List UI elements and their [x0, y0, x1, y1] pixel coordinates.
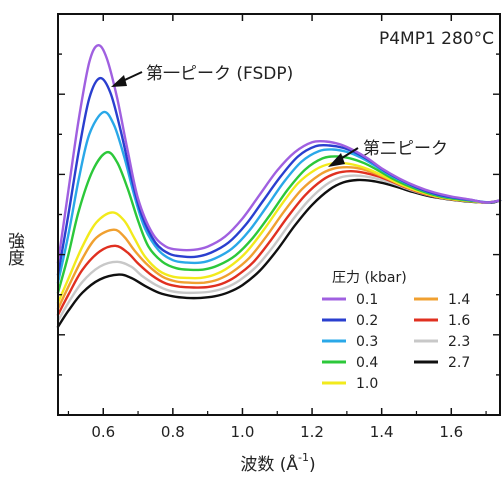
ticks-layer: 0.6 0.8 1.0 1.2 1.4 1.6 — [58, 14, 500, 441]
annotation-fsdp-label: 第一ピーク (FSDP) — [146, 64, 293, 84]
legend-label-1.6: 1.6 — [448, 313, 470, 329]
series-layer — [56, 44, 502, 328]
legend-label-0.3: 0.3 — [356, 334, 378, 350]
plot-frame — [57, 13, 501, 416]
x-axis-label-main: 波数 (Å — [240, 453, 298, 475]
series-line-0.1 — [56, 44, 502, 264]
legend: 圧力 (kbar) 0.1 0.2 0.3 0.4 1.0 1.4 1.6 2.3 2.7 — [322, 270, 470, 392]
x-tick-label-0.8: 0.8 — [161, 423, 185, 441]
legend-title: 圧力 (kbar) — [332, 270, 407, 286]
x-axis-label-close: ) — [309, 455, 316, 475]
x-axis-label: 波数 (Å-1) — [240, 451, 315, 475]
x-tick-label-1.6: 1.6 — [439, 423, 463, 441]
annotation-second-peak: 第二ピーク — [328, 139, 448, 167]
x-tick-label-1.4: 1.4 — [370, 423, 394, 441]
legend-label-0.2: 0.2 — [356, 313, 378, 329]
x-tick-label-1.0: 1.0 — [231, 423, 255, 441]
legend-label-2.7: 2.7 — [448, 355, 470, 371]
legend-label-0.4: 0.4 — [356, 355, 378, 371]
chart-title: P4MP1 280°C — [379, 29, 494, 49]
x-tick-label-0.6: 0.6 — [91, 423, 115, 441]
annotation-fsdp: 第一ピーク (FSDP) — [111, 64, 293, 87]
legend-label-1.4: 1.4 — [448, 292, 470, 308]
legend-label-2.3: 2.3 — [448, 334, 470, 350]
y-axis-label: 強度 — [4, 232, 25, 266]
annotation-fsdp-arrowhead — [111, 75, 127, 87]
x-tick-label-1.2: 1.2 — [300, 423, 324, 441]
annotation-second-peak-label: 第二ピーク — [363, 139, 448, 159]
legend-label-0.1: 0.1 — [356, 292, 378, 308]
legend-label-1.0: 1.0 — [356, 376, 378, 392]
x-axis-label-sup: -1 — [298, 451, 309, 464]
annotation-second-peak-arrowhead — [328, 153, 345, 167]
